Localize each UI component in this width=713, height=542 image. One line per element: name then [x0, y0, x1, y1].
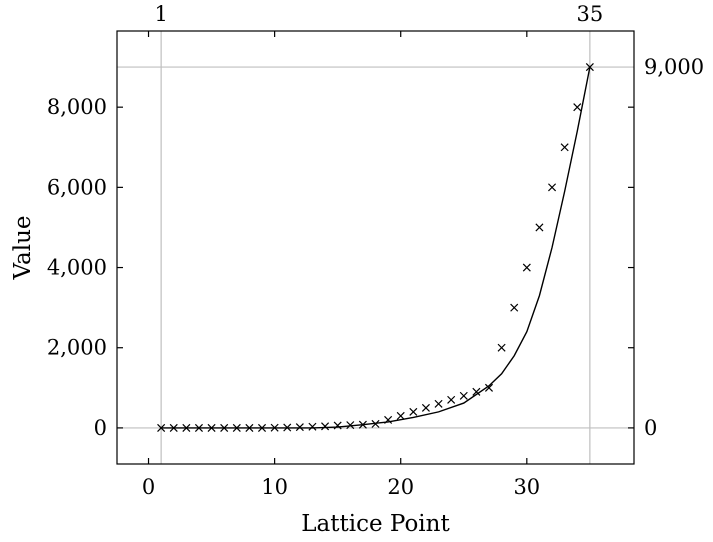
x-axis-title: Lattice Point — [301, 511, 450, 537]
data-point — [270, 423, 279, 432]
data-point — [346, 421, 355, 430]
right-tick-label: 0 — [644, 416, 657, 440]
data-point — [472, 387, 481, 396]
y-tick-label: 6,000 — [47, 175, 107, 199]
data-point — [358, 420, 367, 429]
x-tick-label: 0 — [142, 475, 155, 499]
data-point — [220, 423, 229, 432]
data-point — [371, 419, 380, 428]
top-tick-label: 35 — [576, 2, 603, 26]
data-point — [283, 423, 292, 432]
right-tick-labels: 0 9,000 — [644, 55, 704, 440]
data-points — [157, 63, 594, 432]
y-axis-title: Value — [10, 216, 36, 281]
data-point — [384, 415, 393, 424]
data-point — [333, 421, 342, 430]
reference-lines — [117, 31, 634, 464]
top-tick-label: 1 — [154, 2, 167, 26]
y-tick-label: 4,000 — [47, 256, 107, 280]
data-point — [232, 423, 241, 432]
data-point — [434, 399, 443, 408]
x-tick-label: 10 — [261, 475, 288, 499]
data-point — [245, 423, 254, 432]
fitted-curve — [161, 66, 591, 429]
x-tick-label: 30 — [513, 475, 540, 499]
axis-ticks — [117, 31, 634, 464]
x-tick-label: 20 — [387, 475, 414, 499]
data-point — [447, 395, 456, 404]
data-point — [585, 63, 594, 72]
data-point — [573, 103, 582, 112]
data-point — [321, 422, 330, 431]
data-point — [194, 423, 203, 432]
y-tick-label: 8,000 — [47, 95, 107, 119]
y-tick-label: 2,000 — [47, 336, 107, 360]
data-point — [207, 423, 216, 432]
data-point — [548, 183, 557, 192]
data-point — [497, 343, 506, 352]
data-point — [396, 411, 405, 420]
plot-frame — [116, 30, 635, 465]
data-point — [560, 143, 569, 152]
data-point — [510, 303, 519, 312]
data-point — [484, 383, 494, 392]
y-tick-label: 0 — [94, 416, 107, 440]
fitted-curve-group — [161, 66, 591, 429]
x-tick-labels: 0 10 20 30 — [142, 475, 540, 499]
data-point — [535, 223, 544, 232]
top-tick-labels: 1 35 — [154, 2, 603, 26]
data-point — [522, 263, 531, 272]
data-point — [459, 391, 468, 400]
right-tick-label: 9,000 — [644, 55, 704, 79]
data-point — [182, 423, 191, 432]
data-point — [409, 407, 418, 416]
data-point — [308, 422, 317, 431]
data-point — [257, 423, 267, 432]
data-point — [157, 423, 166, 432]
data-point — [295, 423, 304, 432]
y-tick-labels: 0 2,000 4,000 6,000 8,000 — [47, 95, 107, 440]
data-point — [421, 403, 430, 412]
data-point — [169, 423, 178, 432]
